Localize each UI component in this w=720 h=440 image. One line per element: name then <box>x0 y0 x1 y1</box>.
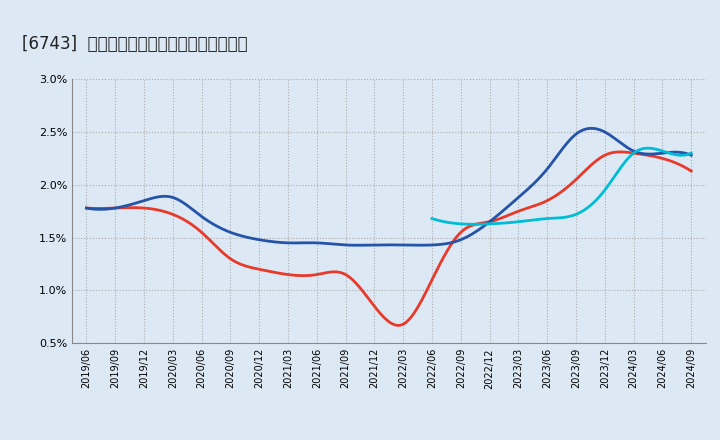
7年 <box>428 216 436 221</box>
Text: [6743]  経常利益マージンの標準偏差の推移: [6743] 経常利益マージンの標準偏差の推移 <box>22 35 247 52</box>
7年 <box>553 216 562 221</box>
7年 <box>569 213 577 218</box>
7年 <box>469 222 478 227</box>
5年 <box>444 241 452 246</box>
7年 <box>644 146 652 151</box>
Line: 5年: 5年 <box>86 128 691 245</box>
5年 <box>374 242 383 248</box>
3年 <box>369 303 378 308</box>
3年 <box>579 170 588 175</box>
5年 <box>82 205 91 211</box>
3年 <box>82 205 91 211</box>
5年 <box>410 242 419 248</box>
7年 <box>582 205 591 211</box>
Line: 7年: 7年 <box>432 148 691 224</box>
5年 <box>588 126 596 131</box>
5年 <box>675 150 683 155</box>
3年 <box>394 323 402 328</box>
5年 <box>687 153 696 158</box>
7年 <box>687 150 696 156</box>
3年 <box>675 162 683 167</box>
7年 <box>682 152 690 158</box>
7年 <box>641 146 649 151</box>
3年 <box>373 307 382 312</box>
3年 <box>410 309 419 315</box>
Line: 3年: 3年 <box>86 152 691 325</box>
3年 <box>687 169 696 174</box>
3年 <box>444 248 452 253</box>
7年 <box>552 216 560 221</box>
3年 <box>616 149 624 154</box>
5年 <box>371 242 379 248</box>
5年 <box>579 127 588 132</box>
5年 <box>352 242 361 248</box>
